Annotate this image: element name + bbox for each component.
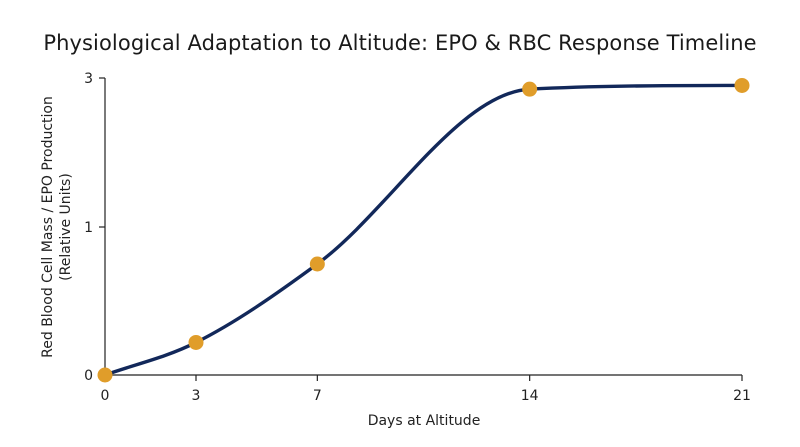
x-tick-label: 0 xyxy=(101,388,110,404)
x-tick-label: 3 xyxy=(192,388,201,404)
chart-title: Physiological Adaptation to Altitude: EP… xyxy=(43,31,757,55)
series-markers xyxy=(97,77,750,383)
data-point xyxy=(188,334,204,350)
y-tick-label: 1 xyxy=(84,220,93,236)
data-point xyxy=(309,256,325,272)
y-axis-label-line1: Red Blood Cell Mass / EPO Production xyxy=(40,96,56,358)
x-tick-label: 21 xyxy=(733,388,751,404)
y-tick-label: 0 xyxy=(84,368,93,384)
data-point xyxy=(97,367,113,383)
chart-axes xyxy=(104,78,742,376)
x-axis-label: Days at Altitude xyxy=(368,413,481,429)
y-axis-label-line2: (Relative Units) xyxy=(58,173,74,281)
series-line xyxy=(103,83,744,377)
x-tick-label: 14 xyxy=(521,388,539,404)
y-ticks: 0 1 3 xyxy=(84,71,105,384)
x-ticks: 0 3 7 14 21 xyxy=(101,375,751,404)
data-point xyxy=(734,77,750,93)
data-point xyxy=(522,81,538,97)
y-tick-label: 3 xyxy=(84,71,93,87)
x-tick-label: 7 xyxy=(313,388,322,404)
